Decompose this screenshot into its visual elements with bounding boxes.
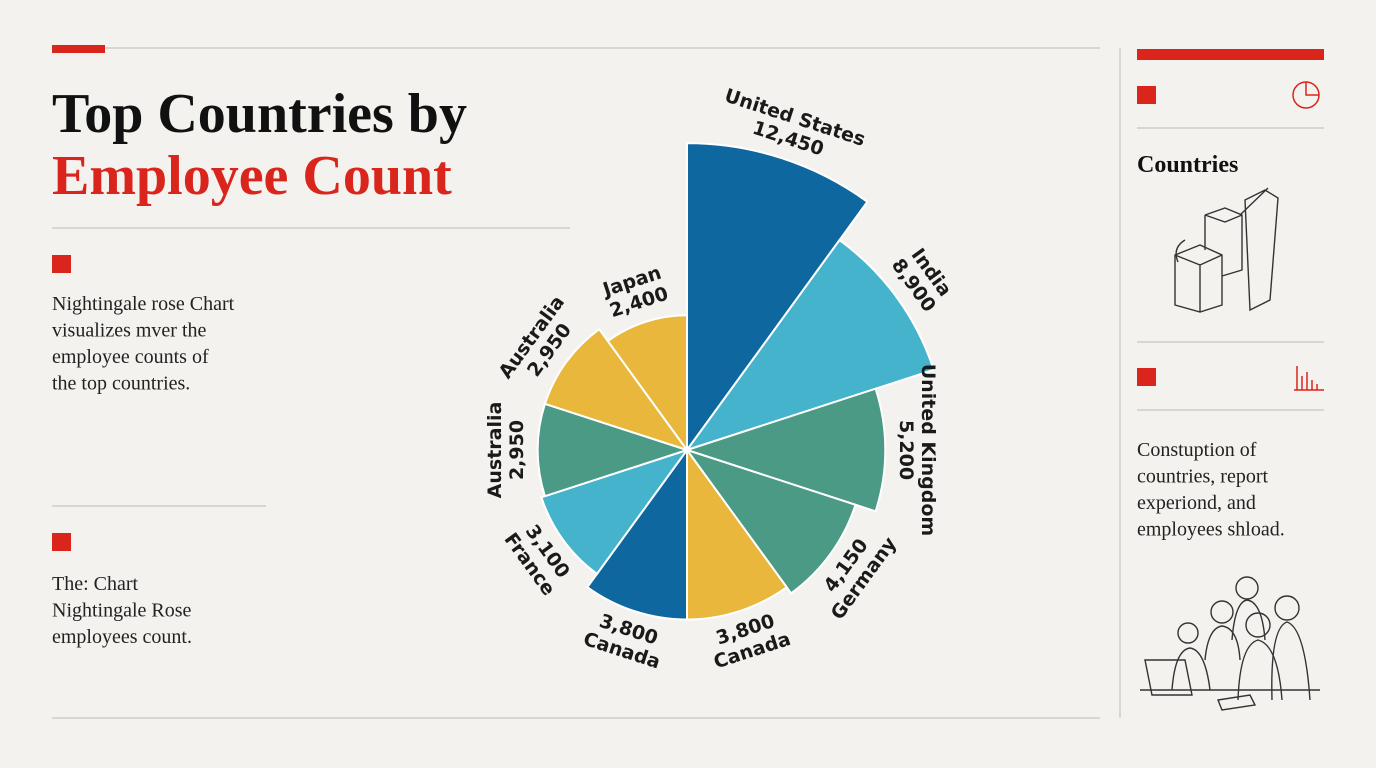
note-line: employees count.: [52, 626, 192, 648]
rose-slice: [585, 446, 688, 621]
note-line: employee counts of: [52, 346, 209, 368]
note-line: Nightingale Rose: [52, 600, 192, 622]
accent-bar: [52, 45, 105, 53]
rose-slice: [536, 402, 691, 498]
note-line: visualizes mver the: [52, 320, 207, 342]
rose-slice: [606, 314, 688, 454]
team-illustration: [1140, 576, 1320, 711]
slice-label: Australia: [484, 402, 506, 499]
rose-slice: [543, 327, 690, 452]
note-line: employees shload.: [1137, 519, 1285, 541]
rose-chart: [536, 142, 935, 621]
note-line: Nightingale rose Chart: [52, 293, 235, 315]
rose-slice: [683, 387, 887, 513]
rose-slice: [684, 238, 935, 452]
note-line: Constuption of: [1137, 439, 1257, 461]
note-line: experiond, and: [1137, 492, 1256, 514]
rose-slice: [686, 142, 869, 454]
bar-icon: [1294, 366, 1324, 391]
boxes-illustration: [1174, 187, 1279, 313]
marker: [1137, 86, 1156, 104]
title-line: Top Countries by: [52, 83, 467, 145]
rose-slice: [684, 448, 857, 595]
marker: [52, 255, 71, 273]
panel-heading: Countries: [1137, 152, 1238, 178]
note-line: The: Chart: [52, 573, 139, 595]
marker: [1137, 368, 1156, 386]
rose-slice: [686, 446, 789, 621]
note-line: the top countries.: [52, 373, 190, 395]
value-label: 5,200: [895, 420, 917, 480]
slice-label: United Kingdom: [917, 364, 939, 536]
note-line: countries, report: [1137, 466, 1269, 488]
marker: [52, 533, 71, 551]
rose-slice: [540, 448, 690, 576]
value-label: 2,950: [506, 420, 528, 480]
pie-icon: [1292, 81, 1320, 109]
accent-bar: [1137, 49, 1324, 60]
title-line: Employee Count: [52, 145, 452, 207]
